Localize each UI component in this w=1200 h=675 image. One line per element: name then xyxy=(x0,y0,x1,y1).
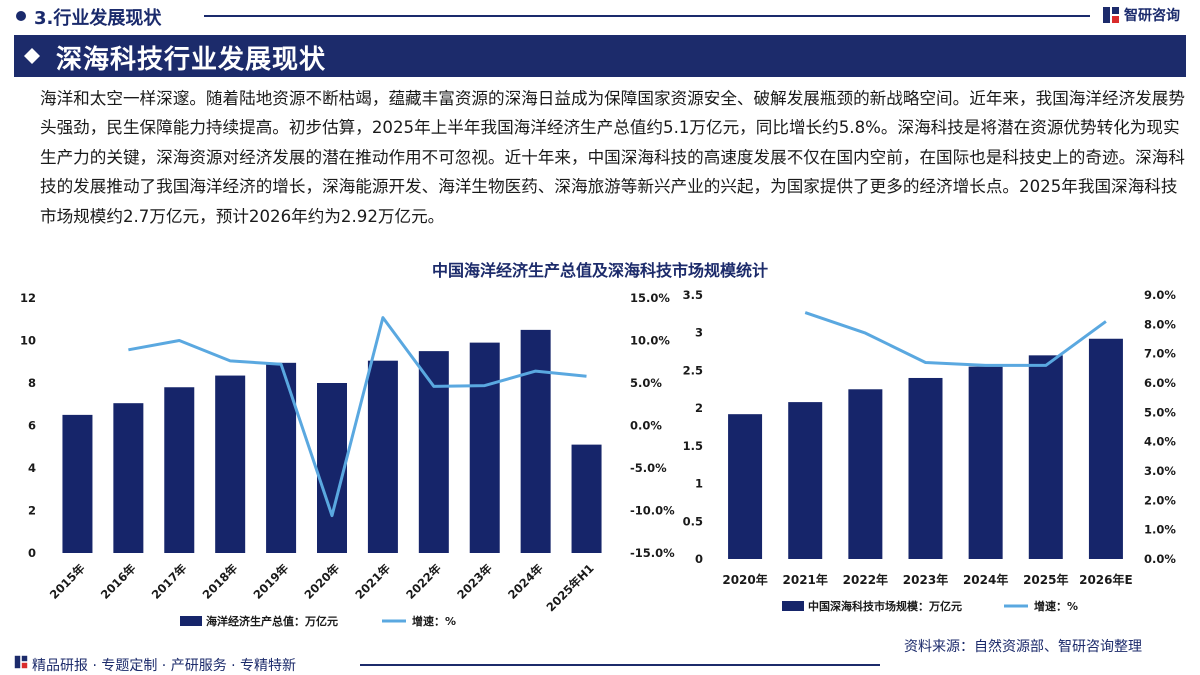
bar xyxy=(728,414,762,559)
y-tick-right: 1.0% xyxy=(1144,523,1176,537)
x-tick-label: 2023年 xyxy=(903,572,948,587)
x-tick-label: 2023年 xyxy=(454,561,495,602)
y-tick-left: 6 xyxy=(28,419,36,433)
bar xyxy=(848,389,882,559)
y-tick-left: 1.5 xyxy=(683,439,703,453)
y-tick-right: 0.0% xyxy=(1144,552,1176,566)
x-tick-label: 2017年 xyxy=(149,561,190,602)
legend-bar-swatch xyxy=(180,616,202,626)
y-tick-right: -10.0% xyxy=(630,504,675,518)
footer-logo-icon xyxy=(14,655,28,669)
y-tick-left: 0 xyxy=(695,552,703,566)
y-tick-right: -15.0% xyxy=(630,546,675,560)
bar xyxy=(62,415,92,553)
footer-bar: 精品研报 · 专题定制 · 产研服务 · 专精特新 xyxy=(0,650,890,673)
bar xyxy=(215,376,245,553)
header-rule xyxy=(204,15,1090,17)
brand-mark-icon xyxy=(1102,6,1120,24)
y-tick-right: 10.0% xyxy=(630,334,670,348)
bar xyxy=(572,445,602,553)
y-tick-left: 2.5 xyxy=(683,363,703,377)
page-title: 深海科技行业发展现状 xyxy=(56,39,326,76)
bar xyxy=(1089,339,1123,559)
y-tick-right: 0.0% xyxy=(630,419,662,433)
y-tick-left: 10 xyxy=(20,334,36,348)
x-tick-label: 2022年 xyxy=(403,561,444,602)
body-paragraph: 海洋和太空一样深邃。随着陆地资源不断枯竭，蕴藏丰富资源的深海日益成为保障国家资源… xyxy=(40,84,1186,231)
bar xyxy=(788,402,822,559)
footer-tagline: 精品研报 · 专题定制 · 产研服务 · 专精特新 xyxy=(32,655,296,675)
bar xyxy=(419,351,449,553)
bar xyxy=(521,330,551,553)
bar xyxy=(317,383,347,553)
y-tick-right: 3.0% xyxy=(1144,464,1176,478)
y-tick-right: 7.0% xyxy=(1144,347,1176,361)
x-tick-label: 2025年 xyxy=(1023,572,1068,587)
chart-title: 中国海洋经济生产总值及深海科技市场规模统计 xyxy=(0,257,1200,281)
legend-bar-swatch xyxy=(782,601,804,611)
y-tick-right: 8.0% xyxy=(1144,317,1176,331)
x-tick-label: 2024年 xyxy=(963,572,1008,587)
bar xyxy=(909,378,943,559)
growth-line xyxy=(128,318,586,516)
bar xyxy=(164,387,194,553)
y-tick-right: 5.0% xyxy=(630,376,662,390)
x-tick-label: 2022年 xyxy=(843,572,888,587)
legend-bar-label: 海洋经济生产总值：万亿元 xyxy=(206,614,338,628)
legend-line-label: 增速：% xyxy=(1034,599,1078,613)
bar xyxy=(113,403,143,553)
y-tick-right: 4.0% xyxy=(1144,435,1176,449)
legend-bar-label: 中国深海科技市场规模：万亿元 xyxy=(808,599,962,613)
top-bar: 3.行业发展现状 智研咨询 xyxy=(0,0,1200,32)
bar xyxy=(969,367,1003,559)
legend-line-label: 增速：% xyxy=(412,614,456,628)
y-tick-right: 15.0% xyxy=(630,291,670,305)
x-tick-label: 2024年 xyxy=(505,561,546,602)
bar xyxy=(368,361,398,553)
diamond-icon xyxy=(24,48,40,64)
title-band: 深海科技行业发展现状 xyxy=(14,35,1186,77)
x-tick-label: 2015年 xyxy=(47,561,88,602)
y-tick-left: 3.5 xyxy=(683,288,703,302)
bar xyxy=(1029,355,1063,559)
y-tick-left: 2 xyxy=(695,401,703,415)
y-tick-left: 1 xyxy=(695,477,703,491)
x-tick-label: 2025年H1 xyxy=(544,561,597,614)
y-tick-left: 8 xyxy=(28,376,36,390)
x-tick-label: 2021年 xyxy=(783,572,828,587)
x-tick-label: 2016年 xyxy=(98,561,139,602)
y-tick-right: 2.0% xyxy=(1144,493,1176,507)
y-tick-right: 5.0% xyxy=(1144,405,1176,419)
y-tick-left: 12 xyxy=(20,291,36,305)
brand-logo: 智研咨询 xyxy=(1102,5,1180,25)
y-tick-right: 6.0% xyxy=(1144,376,1176,390)
y-tick-left: 4 xyxy=(28,461,36,475)
brand-name: 智研咨询 xyxy=(1124,5,1180,25)
y-tick-right: -5.0% xyxy=(630,461,667,475)
x-tick-label: 2021年 xyxy=(352,561,393,602)
y-tick-left: 0 xyxy=(28,546,36,560)
y-tick-left: 0.5 xyxy=(683,514,703,528)
x-tick-label: 2020年 xyxy=(301,561,342,602)
footer-rule xyxy=(360,664,880,666)
x-tick-label: 2020年 xyxy=(722,572,767,587)
y-tick-left: 3 xyxy=(695,326,703,340)
section-bullet-icon xyxy=(16,11,26,21)
x-tick-label: 2019年 xyxy=(251,561,292,602)
y-tick-right: 9.0% xyxy=(1144,288,1176,302)
x-tick-label: 2018年 xyxy=(200,561,241,602)
x-tick-label: 2026年E xyxy=(1079,572,1133,587)
section-label: 3.行业发展现状 xyxy=(34,4,161,30)
bar xyxy=(470,343,500,553)
charts-area: 024681012-15.0%-10.0%-5.0%0.0%5.0%10.0%1… xyxy=(0,280,1200,635)
y-tick-left: 2 xyxy=(28,504,36,518)
source-note: 资料来源：自然资源部、智研咨询整理 xyxy=(904,636,1142,656)
